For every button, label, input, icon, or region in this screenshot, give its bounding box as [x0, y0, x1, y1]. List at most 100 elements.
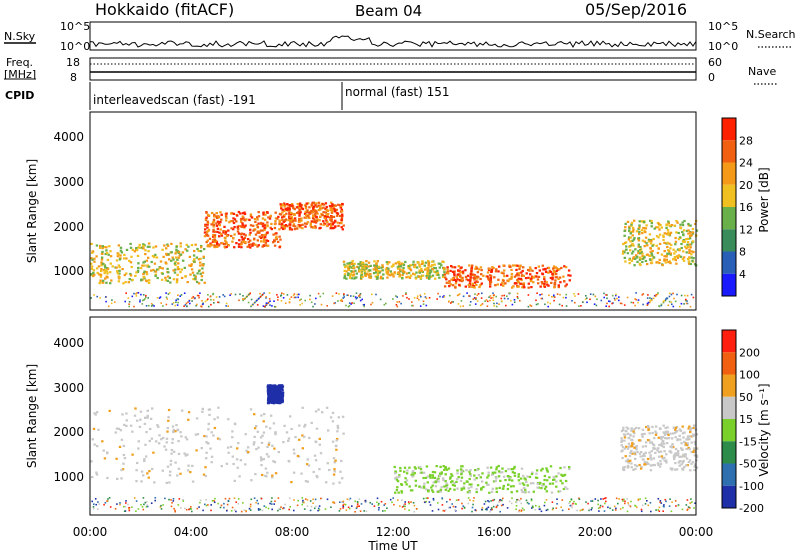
scatter-cell	[341, 415, 345, 418]
scatter-cell	[197, 270, 201, 273]
scatter-cell	[301, 207, 305, 211]
scatter-cell	[454, 282, 458, 285]
scatter-cell	[109, 250, 112, 253]
scatter-cell	[616, 297, 618, 300]
scatter-cell	[177, 256, 180, 259]
scatter-cell	[190, 244, 194, 247]
colorbar-tick: -50	[739, 458, 757, 471]
scatter-cell	[654, 447, 657, 450]
scatter-cell	[679, 429, 682, 432]
scatter-cell	[365, 267, 368, 270]
scatter-cell	[300, 204, 303, 207]
scatter-cell	[315, 427, 319, 430]
scatter-cell	[249, 292, 251, 295]
scatter-cell	[301, 497, 304, 499]
scatter-cell	[405, 293, 407, 295]
scatter-cell	[103, 503, 105, 506]
scatter-cell	[411, 470, 415, 473]
scatter-cell	[255, 425, 258, 428]
scatter-cell	[213, 240, 216, 244]
scatter-cell	[266, 390, 270, 393]
scatter-cell	[340, 501, 343, 503]
scatter-cell	[392, 298, 394, 300]
scatter-cell	[453, 270, 456, 273]
scatter-cell	[350, 303, 352, 305]
scatter-cell	[258, 297, 260, 300]
scatter-cell	[348, 263, 351, 266]
scatter-cell	[658, 510, 661, 512]
scatter-cell	[313, 214, 317, 217]
scatter-cell	[199, 250, 203, 253]
scatter-cell	[665, 224, 668, 227]
scatter-cell	[330, 220, 333, 223]
scatter-cell	[623, 229, 626, 232]
scatter-cell	[479, 266, 483, 269]
scatter-cell	[665, 255, 668, 258]
scatter-cell	[217, 215, 220, 218]
scatter-cell	[92, 427, 96, 430]
scatter-cell	[137, 292, 140, 294]
scatter-cell	[432, 499, 435, 501]
scatter-cell	[233, 218, 237, 221]
scatter-cell	[538, 505, 541, 508]
scatter-cell	[316, 476, 319, 479]
scatter-cell	[365, 272, 369, 275]
scatter-cell	[194, 243, 197, 246]
scatter-cell	[425, 275, 428, 278]
scatter-cell	[542, 482, 545, 486]
scatter-cell	[641, 257, 645, 260]
scatter-cell	[497, 475, 501, 478]
scatter-cell	[144, 416, 147, 419]
scatter-cell	[266, 471, 269, 474]
scatter-cell	[646, 244, 649, 247]
scatter-cell	[499, 510, 501, 513]
scatter-cell	[664, 261, 667, 264]
scatter-cell	[682, 250, 685, 253]
scatter-cell	[516, 292, 519, 295]
scatter-cell	[685, 247, 688, 250]
scatter-cell	[246, 295, 248, 298]
scatter-cell	[322, 223, 325, 226]
scatter-cell	[535, 303, 538, 306]
scatter-cell	[195, 304, 197, 307]
scatter-cell	[425, 497, 428, 499]
scatter-cell	[296, 202, 299, 206]
scatter-cell	[97, 501, 99, 503]
scatter-cell	[309, 509, 312, 512]
scatter-cell	[450, 481, 453, 484]
scatter-cell	[472, 500, 475, 502]
scatter-cell	[309, 222, 312, 225]
scatter-cell	[347, 267, 350, 270]
scatter-cell	[339, 501, 341, 503]
scatter-cell	[174, 510, 176, 513]
colorbar-tick: 100	[739, 369, 760, 382]
scatter-cell	[274, 500, 276, 502]
scatter-cell	[122, 282, 125, 285]
scatter-cell	[330, 210, 334, 213]
scatter-cell	[144, 298, 146, 300]
scatter-cell	[655, 226, 658, 229]
scatter-cell	[303, 216, 306, 219]
scatter-cell	[109, 255, 113, 258]
scatter-cell	[207, 504, 209, 506]
scatter-cell	[330, 215, 333, 218]
scatter-cell	[633, 264, 636, 267]
scatter-cell	[453, 266, 457, 269]
scatter-cell	[629, 459, 632, 462]
scatter-cell	[553, 281, 557, 285]
scatter-cell	[179, 242, 182, 245]
scatter-cell	[468, 264, 471, 267]
scatter-cell	[527, 276, 530, 279]
scatter-cell	[642, 220, 646, 224]
scatter-cell	[265, 297, 267, 299]
scatter-cell	[666, 297, 668, 299]
scatter-cell	[504, 479, 507, 482]
scatter-cell	[480, 304, 482, 306]
scatter-cell	[492, 505, 495, 508]
scatter-cell	[95, 473, 99, 476]
colorbar-tick: 15	[739, 413, 753, 426]
scatter-cell	[330, 218, 333, 221]
scatter-cell	[494, 480, 497, 483]
scatter-cell	[517, 475, 520, 478]
scatter-cell	[266, 399, 270, 402]
